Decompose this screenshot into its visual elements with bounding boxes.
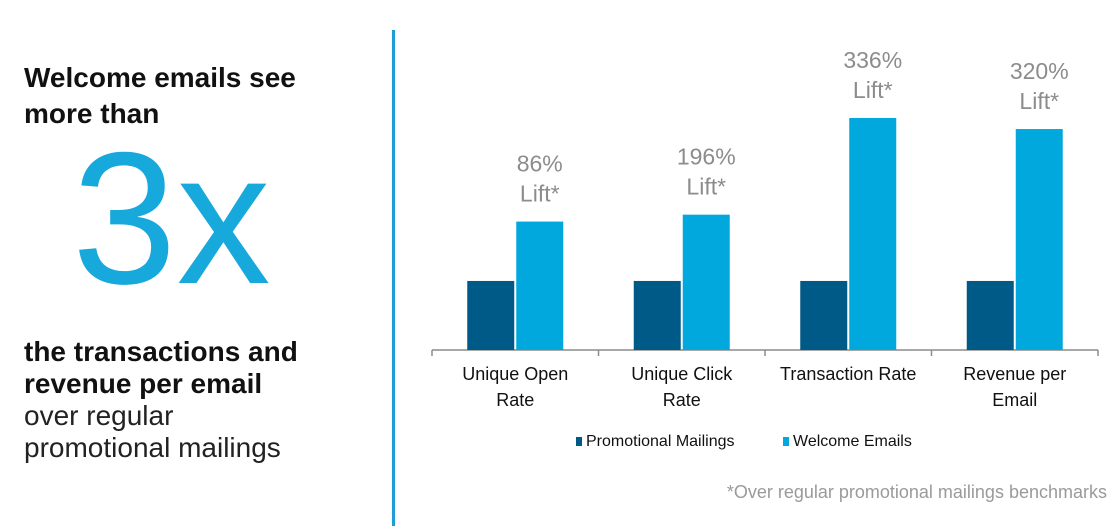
category-label: Revenue per xyxy=(963,364,1066,384)
category-label: Unique Open xyxy=(462,364,568,384)
lift-annotation: 320% xyxy=(1010,58,1069,84)
legend-label-promotional: Promotional Mailings xyxy=(586,433,735,450)
chart-svg: 86% Lift* Unique Open Rate 196% Lift* Unique C… xyxy=(431,47,1099,450)
category-label: Rate xyxy=(496,390,534,410)
bar-promotional xyxy=(467,280,515,350)
category-label: Unique Click xyxy=(631,364,733,384)
subtext-line-3: over regular xyxy=(24,400,174,431)
lift-annotation: Lift* xyxy=(520,181,560,207)
legend-swatch-welcome xyxy=(783,437,789,446)
subtext: the transactions and revenue per email o… xyxy=(24,336,298,464)
category-label: Email xyxy=(992,390,1037,410)
lift-annotation: Lift* xyxy=(686,174,726,200)
headline-line-2: more than xyxy=(24,98,160,129)
big-number: 3x xyxy=(72,113,271,323)
bar-promotional xyxy=(800,280,848,350)
headline: Welcome emails see more than xyxy=(24,60,296,132)
left-panel: Welcome emails see more than 3x the tran… xyxy=(0,0,390,526)
category-label: Transaction Rate xyxy=(780,364,916,384)
lift-annotation: 336% xyxy=(843,47,902,73)
headline-line-1: Welcome emails see xyxy=(24,62,296,93)
footnote: *Over regular promotional mailings bench… xyxy=(726,482,1107,502)
vertical-divider xyxy=(392,30,395,526)
bar-welcome xyxy=(516,221,564,350)
bar-promotional xyxy=(633,280,681,350)
bar-welcome xyxy=(1015,129,1063,350)
legend-swatch-promotional xyxy=(576,437,582,446)
lift-annotation: 196% xyxy=(677,144,736,170)
bar-promotional xyxy=(966,280,1014,350)
lift-annotation: Lift* xyxy=(853,77,893,103)
subtext-bold-line-2: revenue per email xyxy=(24,368,263,399)
bar-welcome xyxy=(849,118,897,350)
lift-annotation: Lift* xyxy=(1019,88,1059,114)
bar-welcome xyxy=(682,214,730,350)
bar-chart: 86% Lift* Unique Open Rate 196% Lift* Unique C… xyxy=(400,0,1115,526)
lift-annotation: 86% xyxy=(517,151,563,177)
subtext-line-4: promotional mailings xyxy=(24,432,281,463)
legend-label-welcome: Welcome Emails xyxy=(793,433,912,450)
category-label: Rate xyxy=(663,390,701,410)
subtext-bold-line-1: the transactions and xyxy=(24,336,298,367)
